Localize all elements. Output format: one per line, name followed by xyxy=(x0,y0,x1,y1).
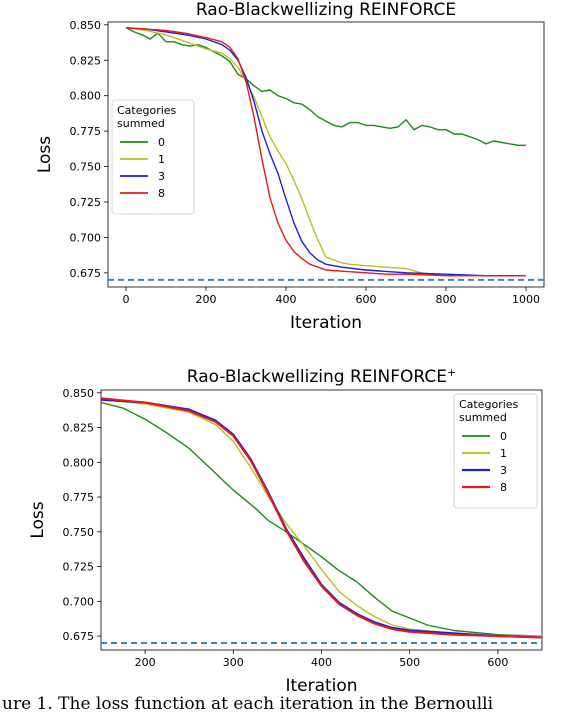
chart0-xlabel: Iteration xyxy=(290,313,362,333)
chart0-xtick-label: 600 xyxy=(356,293,377,306)
chart1-legend-box xyxy=(453,393,538,509)
chart0-legend-label-0: 0 xyxy=(158,136,165,149)
chart1-legend-label-1: 1 xyxy=(500,447,507,460)
chart1-ytick-label: 0.800 xyxy=(63,456,95,469)
chart1-ytick-label: 0.850 xyxy=(63,387,95,400)
chart0-ylabel: Loss xyxy=(35,136,55,173)
chart0-xtick-label: 1000 xyxy=(512,293,540,306)
chart1-ytick-label: 0.700 xyxy=(63,595,95,608)
chart0-ytick-label: 0.725 xyxy=(70,196,102,209)
chart1-series-3-line xyxy=(101,398,542,639)
chart1-legend-label-8: 8 xyxy=(500,481,507,494)
chart1-ytick-label: 0.750 xyxy=(63,526,95,539)
chart0-legend-box xyxy=(111,99,195,215)
chart-bottom: Rao-Blackwellizing REINFORCE+ 200 300 400 50… xyxy=(28,366,543,696)
chart1-legend-title: summed xyxy=(459,411,507,424)
chart1-ytick-label: 0.675 xyxy=(63,630,95,643)
chart0-legend-title: summed xyxy=(117,117,165,130)
chart1-series-8-line xyxy=(101,397,542,639)
chart1-title: Rao-Blackwellizing REINFORCE+ xyxy=(187,366,456,387)
chart0-xtick-label: 800 xyxy=(436,293,457,306)
chart0-series-0-line xyxy=(125,27,526,147)
chart1-xtick-label: 600 xyxy=(487,656,508,669)
chart0-ytick-label: 0.775 xyxy=(70,125,102,138)
chart1-data-area xyxy=(101,397,542,645)
chart1-xtick-label: 200 xyxy=(135,656,156,669)
chart0-xtick-label: 200 xyxy=(196,293,217,306)
chart1-xtick-label: 500 xyxy=(399,656,420,669)
chart1-legend-label-3: 3 xyxy=(500,464,507,477)
chart0-ytick-label: 0.850 xyxy=(70,19,102,32)
chart0-legend-label-3: 3 xyxy=(158,170,165,183)
figure-caption: ure 1. The loss function at each iterati… xyxy=(2,694,494,714)
chart0-plot-frame xyxy=(107,21,545,288)
chart1-ytick-label: 0.775 xyxy=(63,491,95,504)
chart0-ytick-label: 0.750 xyxy=(70,161,102,174)
chart0-xtick-label: 0 xyxy=(123,293,130,306)
chart1-ytick-label: 0.725 xyxy=(63,561,95,574)
chart0-legend-label-8: 8 xyxy=(158,187,165,200)
chart1-ylabel: Loss xyxy=(28,501,48,538)
chart0-series-8-line xyxy=(125,27,526,277)
chart0-legend-title: Categories xyxy=(117,104,177,117)
chart1-series-0-line xyxy=(101,401,542,637)
chart0-series-3-line xyxy=(125,27,526,277)
chart0-title: Rao-Blackwellizing REINFORCE xyxy=(196,0,456,20)
chart1-title-superscript: + xyxy=(447,366,456,379)
chart0-xtick-label: 400 xyxy=(276,293,297,306)
chart1-legend-label-0: 0 xyxy=(500,430,507,443)
chart1-xlabel: Iteration xyxy=(285,676,357,696)
chart0-ytick-label: 0.800 xyxy=(70,90,102,103)
chart0-data-area xyxy=(108,27,544,281)
chart0-ytick-label: 0.825 xyxy=(70,54,102,67)
chart0-legend-label-1: 1 xyxy=(158,153,165,166)
chart0-ytick-label: 0.675 xyxy=(70,267,102,280)
chart1-ytick-label: 0.825 xyxy=(63,422,95,435)
chart1-series-1-line xyxy=(101,399,542,637)
chart1-xtick-label: 300 xyxy=(223,656,244,669)
chart0-ytick-label: 0.700 xyxy=(70,231,102,244)
chart0-series-1-line xyxy=(125,27,526,277)
chart1-legend-title: Categories xyxy=(459,398,519,411)
chart1-xtick-label: 400 xyxy=(311,656,332,669)
